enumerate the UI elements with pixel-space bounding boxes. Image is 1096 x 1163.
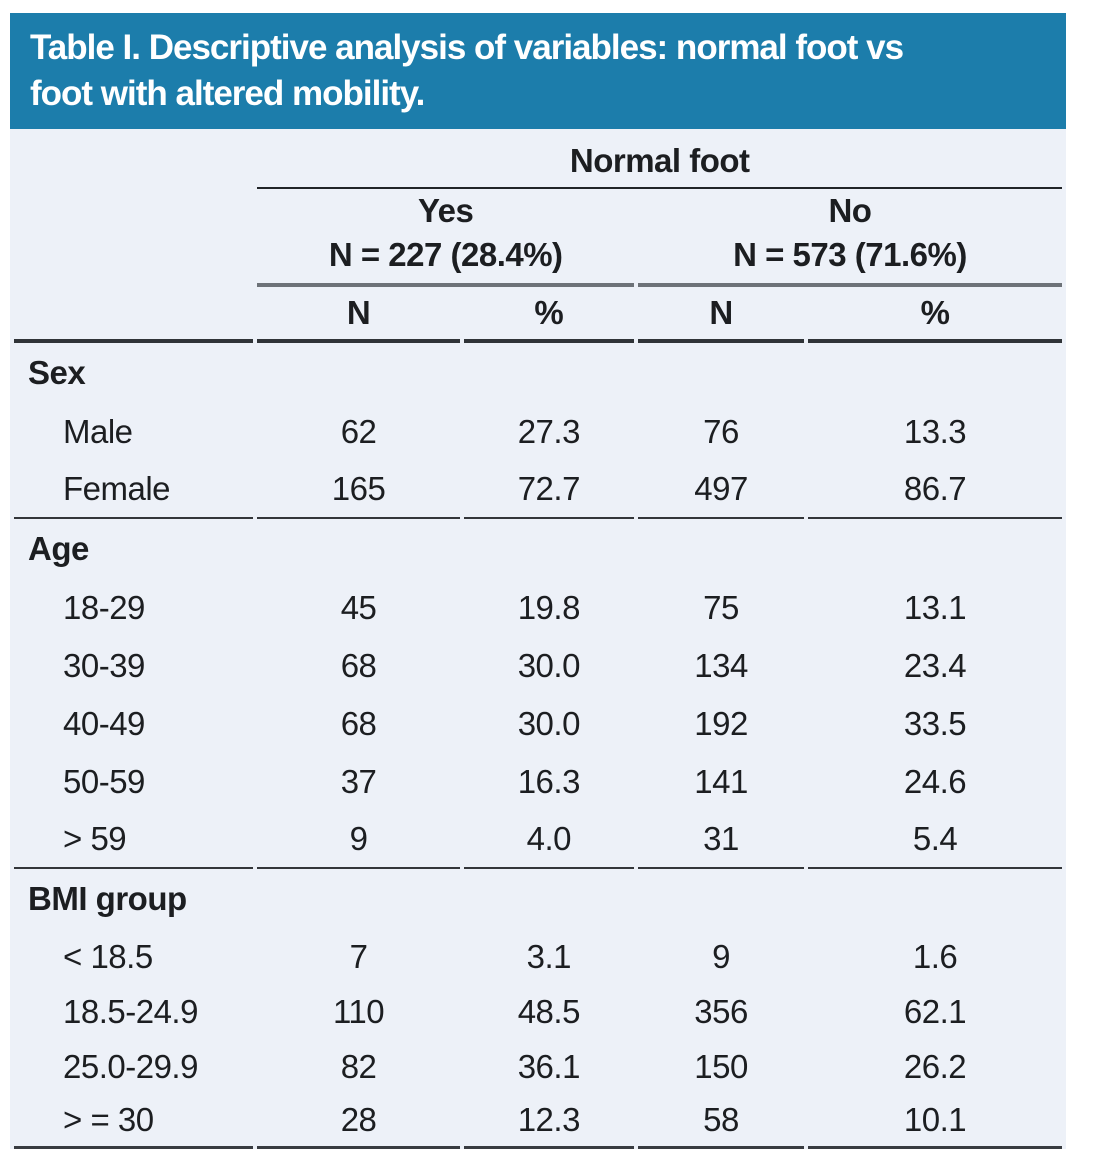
table-row: > = 30 28 12.3 58 10.1 [14,1094,1062,1149]
section-row-age: Age [14,519,1062,579]
table-row: > 59 9 4.0 31 5.4 [14,811,1062,869]
table-row: 18-29 45 19.8 75 13.1 [14,579,1062,637]
cell-pct-no: 26.2 [903,1047,967,1085]
section-label: Age [28,530,89,567]
section-row-sex: Sex [14,343,1062,403]
row-label: 30-39 [63,647,145,684]
table-title-line-1: Table I. Descriptive analysis of variabl… [30,28,904,67]
cell-pct-no: 13.3 [903,413,967,450]
cell-n-yes: 82 [340,1047,377,1085]
table-row: Female 165 72.7 497 86.7 [14,461,1062,519]
cell-n-yes: 165 [257,461,460,519]
col-header-n-no: N [637,287,805,343]
cell-pct-yes: 19.8 [517,589,581,626]
column-group-normal-foot: Normal foot [257,129,1062,189]
empty-corner-cell [14,189,253,287]
table-title-bar: Table I. Descriptive analysis of variabl… [10,13,1066,129]
cell-pct-yes: 12.3 [463,1094,634,1149]
column-header-row: N % N % [14,287,1062,343]
subgroup-no: No N = 573 (71.6%) [637,189,1062,287]
cell-n-yes: 28 [257,1094,460,1149]
cell-pct-yes: 16.3 [517,763,581,800]
cell-n-no: 150 [694,1047,748,1085]
row-label: Male [63,413,133,450]
cell-n-yes: 68 [340,647,377,684]
table-row: < 18.5 7 3.1 9 1.6 [14,929,1062,984]
table-row: 50-59 37 16.3 141 24.6 [14,753,1062,811]
col-header-n-yes: N [257,287,460,343]
cell-n-no: 134 [694,647,748,684]
cell-pct-no: 13.1 [903,589,967,626]
cell-n-yes: 9 [257,811,460,869]
cell-pct-no: 1.6 [912,937,958,975]
section-row-bmi: BMI group [14,869,1062,929]
section-label: Sex [28,354,86,391]
cell-pct-yes: 48.5 [517,992,581,1030]
row-label: 25.0-29.9 [63,1047,198,1085]
col-header-pct-no: % [808,287,1062,343]
table-row: 18.5-24.9 110 48.5 356 62.1 [14,984,1062,1039]
cell-n-yes: 37 [340,763,377,800]
cell-n-no: 192 [694,705,748,742]
cell-pct-no: 23.4 [903,647,967,684]
cell-n-no: 356 [694,992,748,1030]
cell-pct-no: 62.1 [903,992,967,1030]
cell-pct-yes: 30.0 [517,705,581,742]
cell-pct-yes: 36.1 [517,1047,581,1085]
cell-n-no: 141 [694,763,748,800]
cell-n-yes: 68 [340,705,377,742]
cell-pct-yes: 4.0 [463,811,634,869]
cell-pct-no: 86.7 [808,461,1062,519]
subgroup-header-row: Yes N = 227 (28.4%) No N = 573 (71.6%) [14,189,1062,287]
cell-pct-yes: 72.7 [463,461,634,519]
row-label: > 59 [14,811,254,869]
cell-pct-yes: 3.1 [526,937,572,975]
table-row: Male 62 27.3 76 13.3 [14,403,1062,461]
cell-n-yes: 45 [340,589,377,626]
cell-n-no: 58 [637,1094,805,1149]
subgroup-no-n: N = 573 (71.6%) [733,236,967,273]
table-figure: Table I. Descriptive analysis of variabl… [10,13,1066,1149]
group-header-row: Normal foot [14,129,1062,189]
empty-corner-cell [14,129,253,189]
row-label: 40-49 [63,705,145,742]
subgroup-yes: Yes N = 227 (28.4%) [257,189,634,287]
row-label: > = 30 [14,1094,254,1149]
cell-n-no: 76 [703,413,739,450]
subgroup-no-label: No [828,192,872,229]
cell-n-yes: 110 [332,992,385,1030]
table-row: 40-49 68 30.0 192 33.5 [14,695,1062,753]
cell-pct-no: 10.1 [808,1094,1062,1149]
table-row: 30-39 68 30.0 134 23.4 [14,637,1062,695]
cell-n-no: 497 [637,461,805,519]
subgroup-yes-label: Yes [417,192,474,229]
cell-pct-yes: 27.3 [517,413,581,450]
cell-pct-no: 24.6 [903,763,967,800]
row-label: Female [14,461,254,519]
descriptive-table: Normal foot Yes N = 227 (28.4%) No N = 5… [10,129,1066,1149]
row-label: 18.5-24.9 [63,992,198,1030]
subgroup-yes-n: N = 227 (28.4%) [328,236,563,273]
cell-pct-no: 33.5 [903,705,967,742]
empty-corner-cell [14,287,254,343]
cell-pct-no: 5.4 [808,811,1062,869]
cell-n-yes: 7 [349,937,368,975]
row-label: < 18.5 [63,937,153,975]
table-title-line-2: foot with altered mobility. [30,74,425,113]
section-label: BMI group [28,880,187,917]
cell-n-no: 75 [703,589,739,626]
table-row: 25.0-29.9 82 36.1 150 26.2 [14,1039,1062,1094]
cell-n-yes: 62 [340,413,377,450]
col-header-pct-yes: % [463,287,634,343]
row-label: 18-29 [63,589,145,626]
cell-n-no: 9 [712,937,730,975]
row-label: 50-59 [63,763,145,800]
cell-pct-yes: 30.0 [517,647,581,684]
cell-n-no: 31 [637,811,805,869]
